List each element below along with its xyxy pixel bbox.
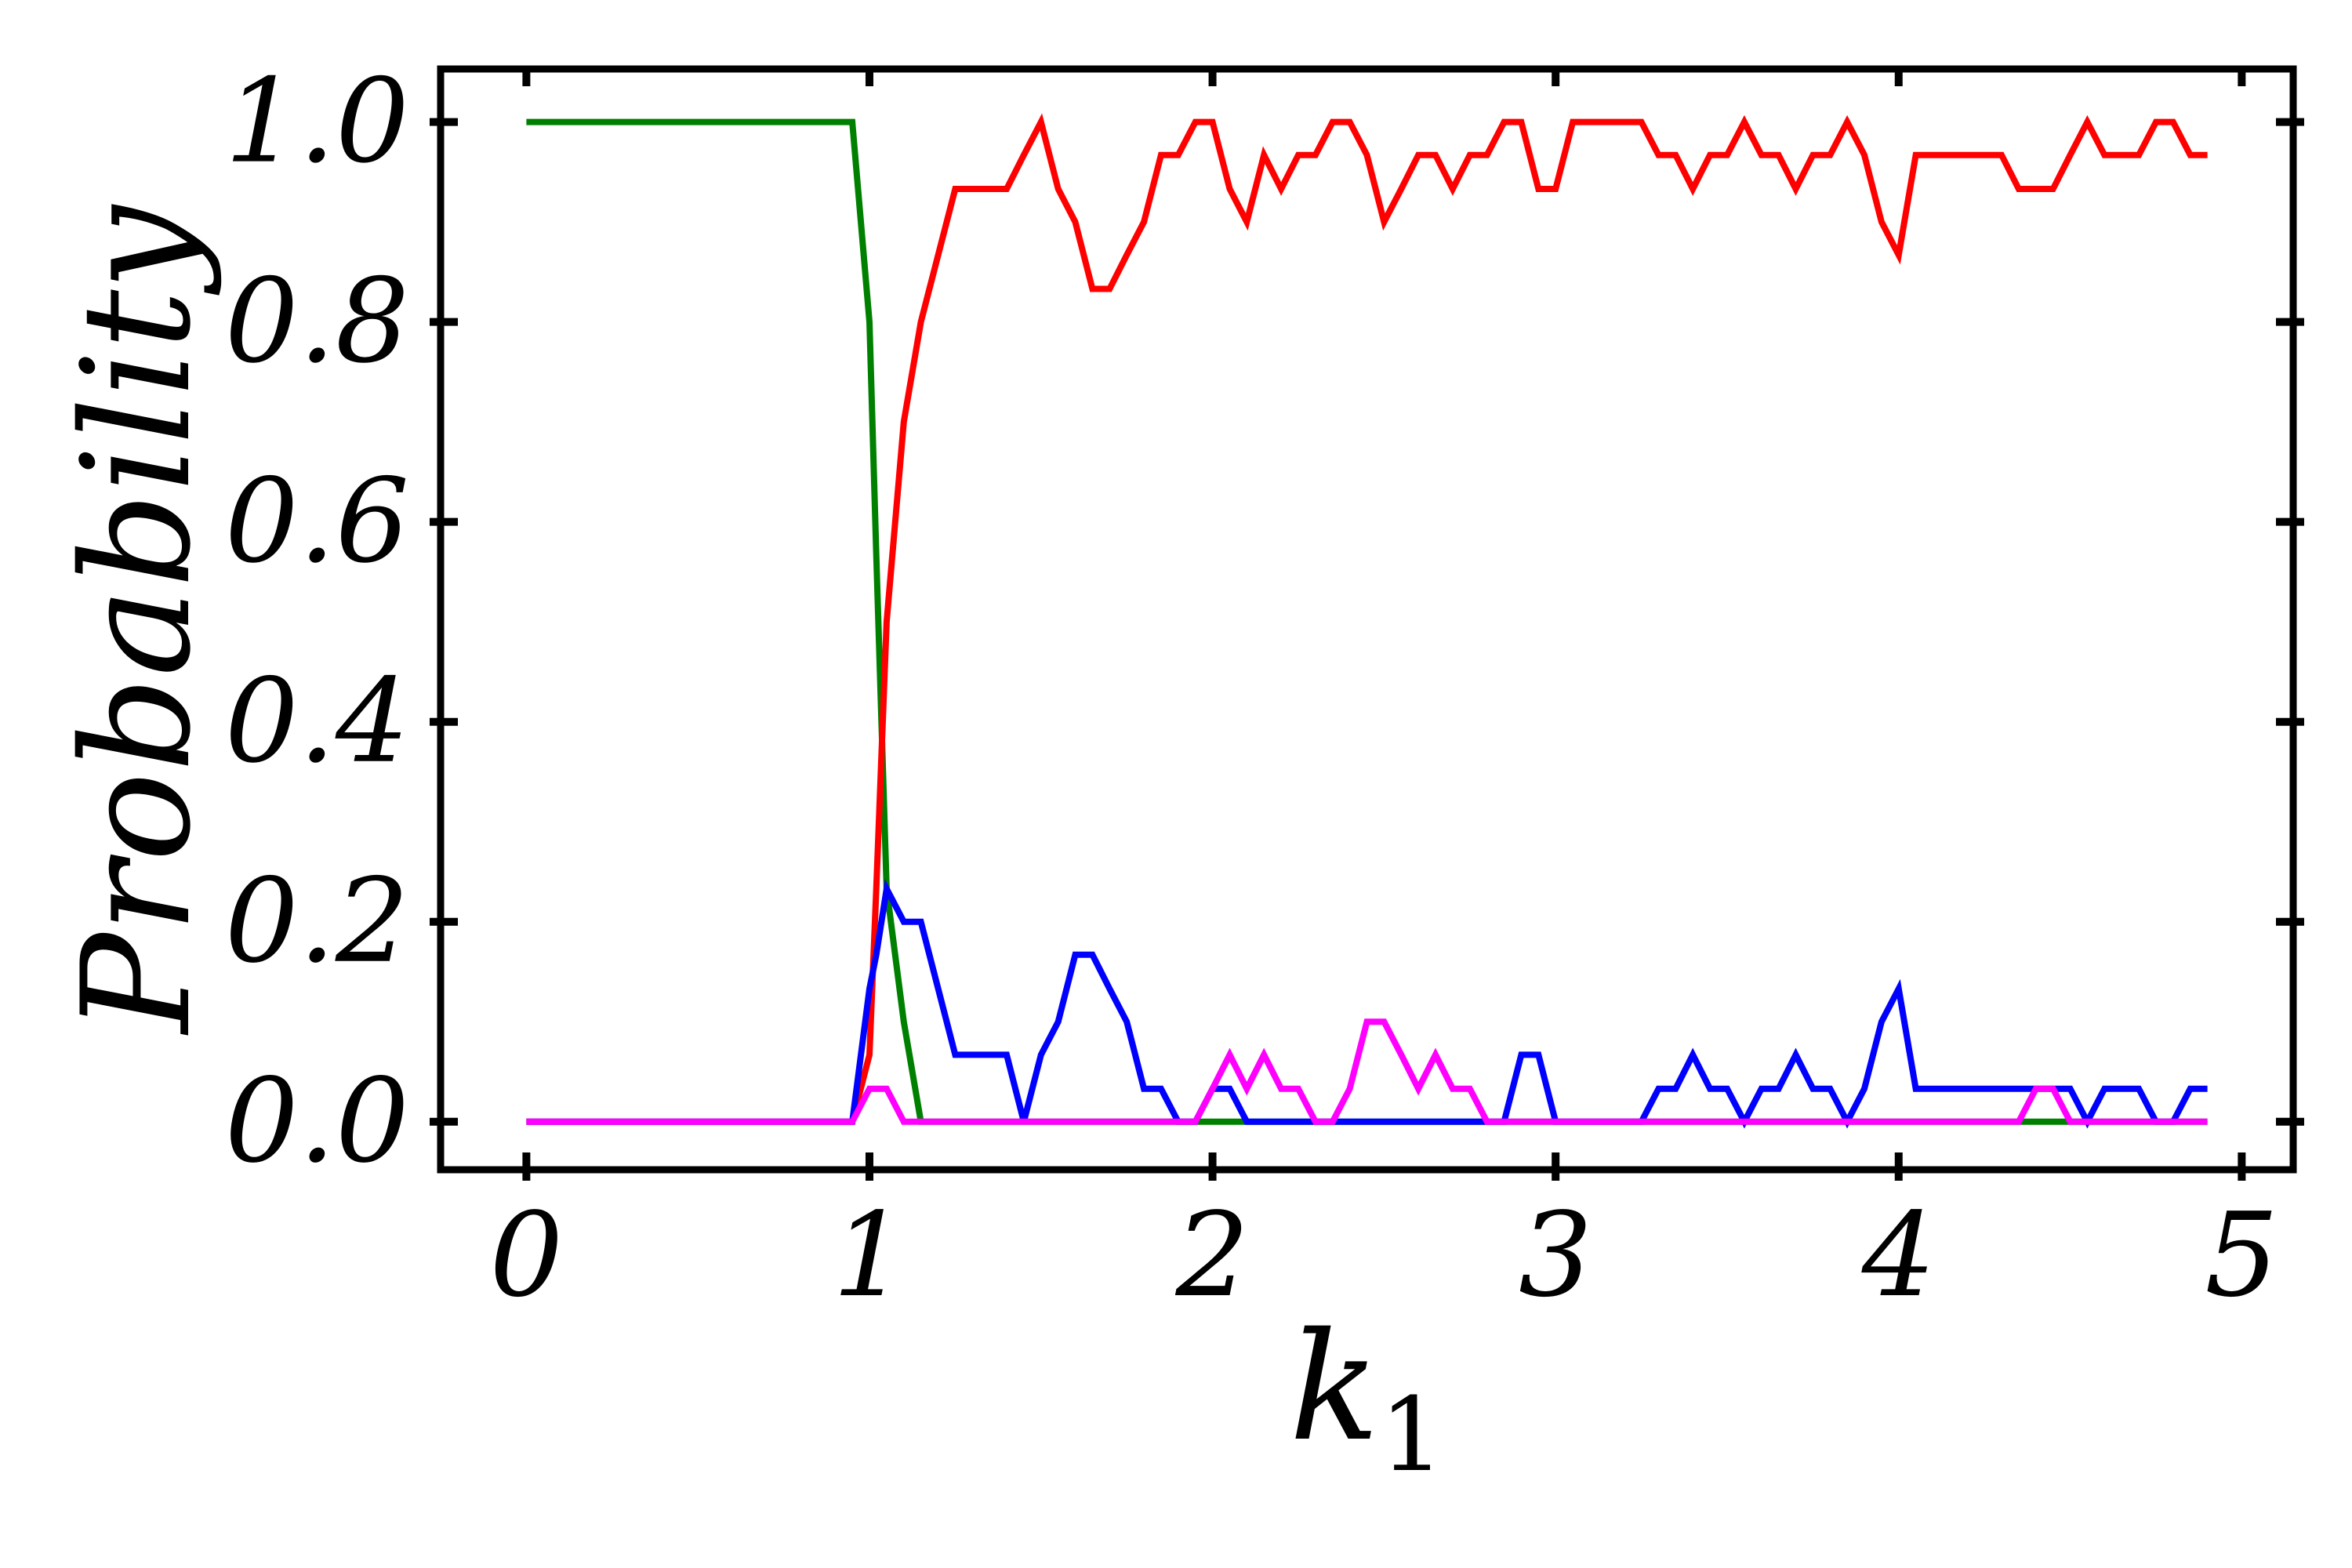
x-tick-label: 5 <box>2205 1188 2278 1323</box>
series-line-3 <box>526 879 2208 1129</box>
x-tick-label: 3 <box>1519 1188 1592 1323</box>
y-tick-label: 0.8 <box>225 254 409 389</box>
x-axis-label-main: k <box>1290 1301 1380 1474</box>
x-tick-label: 2 <box>1174 1188 1249 1323</box>
y-tick-label: 0.2 <box>225 854 409 989</box>
y-axis-label: Probability <box>50 204 223 1036</box>
y-tick-label: 1.0 <box>225 54 409 189</box>
x-tick-label: 0 <box>489 1188 563 1323</box>
y-tick-label: 0.4 <box>225 654 409 789</box>
y-tick-label: 0.6 <box>225 454 409 589</box>
x-tick-label: 1 <box>833 1188 906 1323</box>
plot-frame <box>437 65 2297 1174</box>
x-axis-label-subscript: 1 <box>1380 1375 1445 1494</box>
series-line-1 <box>526 118 2208 1125</box>
series-line-4 <box>526 1018 2208 1125</box>
y-tick-label: 0.0 <box>225 1054 409 1189</box>
series-line-2 <box>526 113 2208 1125</box>
x-axis-label: k1 <box>1290 1301 1445 1494</box>
x-tick-label: 4 <box>1861 1188 1936 1323</box>
series-layer <box>526 113 2208 1129</box>
tick-layer: 0 1 2 3 4 5 0.0 0.2 0.4 0.6 0.8 1.0 <box>225 54 2304 1323</box>
